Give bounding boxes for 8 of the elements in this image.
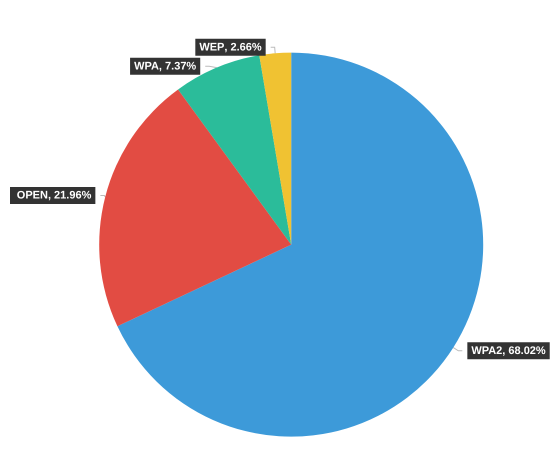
slice-label: WEP [199,41,224,54]
slice-label: WPA [134,60,159,72]
slice-label: OPEN [16,189,48,202]
data-label: , 21.96% [48,189,92,202]
data-label: , 68.02% [502,344,546,357]
slice-label: WPA2 [471,344,502,357]
data-label: , 7.37% [158,60,196,72]
data-label: , 2.66% [224,41,262,54]
